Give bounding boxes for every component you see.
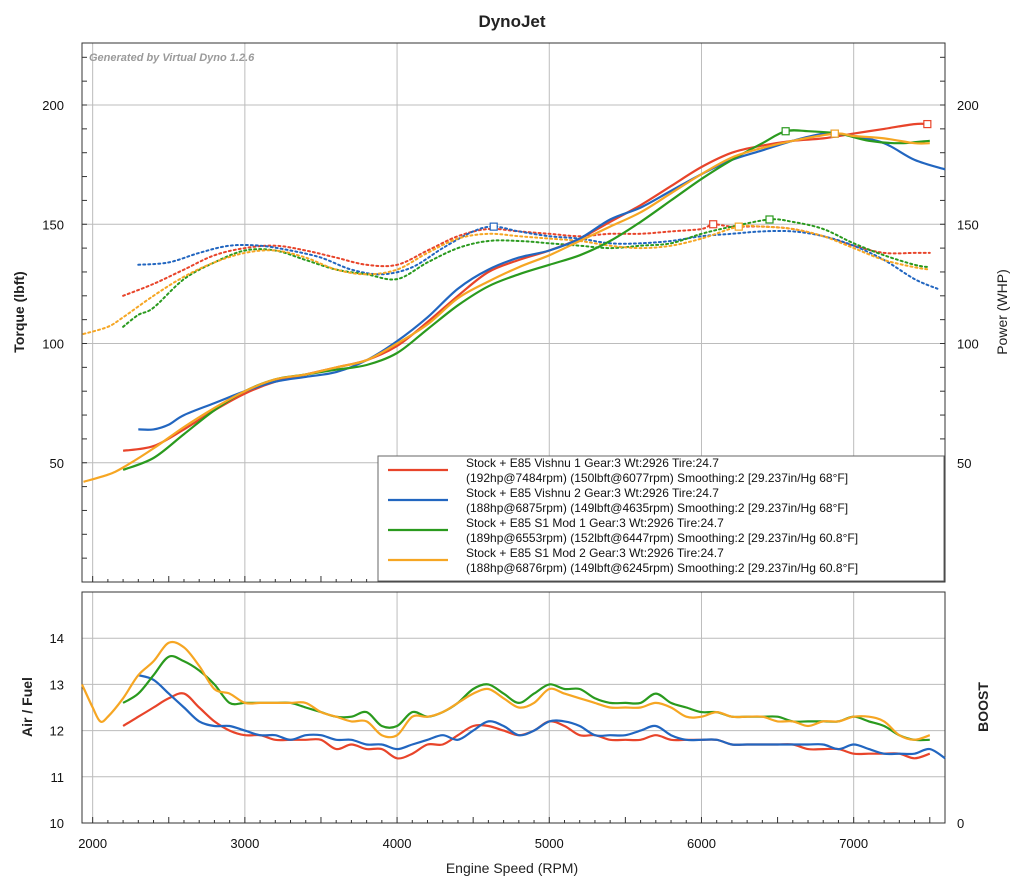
air-fuel-tick-label: 10 bbox=[50, 816, 64, 831]
torque-axis-label: Torque (lbft) bbox=[11, 271, 27, 352]
torque-line-2 bbox=[137, 225, 939, 290]
boost-tick-label: 0 bbox=[957, 816, 964, 831]
torque-line-4 bbox=[82, 224, 931, 335]
boost-axis-label: BOOST bbox=[975, 682, 991, 732]
air-fuel-tick-label: 12 bbox=[50, 724, 64, 739]
air-fuel-plot-frame bbox=[81, 591, 946, 824]
air-fuel-tick-label: 14 bbox=[50, 631, 64, 646]
rpm-x-tick-labels: 2000 3000 4000 5000 6000 7000 bbox=[78, 836, 868, 851]
legend: Stock + E85 Vishnu 1 Gear:3 Wt:2926 Tire… bbox=[377, 455, 945, 582]
rpm-tick-label: 4000 bbox=[383, 836, 412, 851]
watermark: Generated by Virtual Dyno 1.2.6 bbox=[89, 52, 255, 64]
rpm-tick-label: 7000 bbox=[839, 836, 868, 851]
peak-marker bbox=[489, 222, 498, 231]
legend-entry-line2: (188hp@6876rpm) (149lbft@6245rpm) Smooth… bbox=[466, 561, 858, 575]
air-fuel-series-lines bbox=[81, 640, 946, 760]
peak-marker bbox=[765, 215, 774, 224]
peak-markers bbox=[489, 119, 932, 231]
legend-entry-line2: (192hp@7484rpm) (150lbft@6077rpm) Smooth… bbox=[466, 471, 848, 485]
legend-entry-line1: Stock + E85 S1 Mod 1 Gear:3 Wt:2926 Tire… bbox=[466, 516, 724, 530]
air-fuel-y-tick-labels: 10 11 12 13 14 bbox=[50, 631, 64, 831]
power-series-lines bbox=[83, 122, 946, 483]
legend-entry-line2: (188hp@6875rpm) (149lbft@4635rpm) Smooth… bbox=[466, 501, 848, 515]
legend-box bbox=[377, 455, 945, 582]
rpm-tick-label: 5000 bbox=[535, 836, 564, 851]
peak-marker bbox=[734, 222, 743, 231]
torque-power-plot-frame bbox=[81, 42, 946, 583]
peak-marker bbox=[781, 127, 790, 136]
torque-series-lines bbox=[82, 218, 939, 335]
rpm-tick-label: 3000 bbox=[230, 836, 259, 851]
peak-marker bbox=[830, 129, 839, 138]
power-y-tick-labels: 50 100 150 200 bbox=[957, 98, 979, 471]
air-fuel-line-2 bbox=[138, 674, 946, 760]
rpm-axis-label: Engine Speed (RPM) bbox=[446, 860, 578, 876]
chart-title: DynoJet bbox=[478, 12, 545, 31]
torque-tick-label: 200 bbox=[42, 98, 64, 113]
power-axis-label: Power (WHP) bbox=[994, 269, 1010, 355]
torque-tick-label: 100 bbox=[42, 337, 64, 352]
torque-line-3 bbox=[122, 218, 931, 328]
power-line-4 bbox=[83, 132, 930, 483]
power-tick-label: 200 bbox=[957, 98, 979, 113]
air-fuel-gridlines bbox=[82, 592, 945, 823]
power-tick-label: 50 bbox=[957, 456, 971, 471]
torque-tick-label: 50 bbox=[50, 456, 64, 471]
legend-entry-line2: (189hp@6553rpm) (152lbft@6447rpm) Smooth… bbox=[466, 531, 858, 545]
power-tick-label: 150 bbox=[957, 217, 979, 232]
peak-marker bbox=[923, 119, 932, 129]
legend-entry-line1: Stock + E85 S1 Mod 2 Gear:3 Wt:2926 Tire… bbox=[466, 546, 724, 560]
air-fuel-tick-label: 11 bbox=[51, 770, 65, 785]
peak-marker bbox=[709, 220, 718, 229]
torque-tick-label: 150 bbox=[42, 217, 64, 232]
bottom-panel-minor-ticks bbox=[92, 817, 931, 823]
power-tick-label: 100 bbox=[957, 337, 979, 352]
torque-y-tick-labels: 50 100 150 200 bbox=[42, 98, 64, 471]
rpm-tick-label: 2000 bbox=[78, 836, 107, 851]
air-fuel-line-4 bbox=[81, 640, 931, 741]
rpm-tick-label: 6000 bbox=[687, 836, 716, 851]
air-fuel-axis-label: Air / Fuel bbox=[19, 677, 35, 737]
air-fuel-tick-label: 13 bbox=[50, 677, 64, 692]
legend-entry-line1: Stock + E85 Vishnu 1 Gear:3 Wt:2926 Tire… bbox=[466, 456, 719, 470]
legend-entry-line1: Stock + E85 Vishnu 2 Gear:3 Wt:2926 Tire… bbox=[466, 486, 719, 500]
